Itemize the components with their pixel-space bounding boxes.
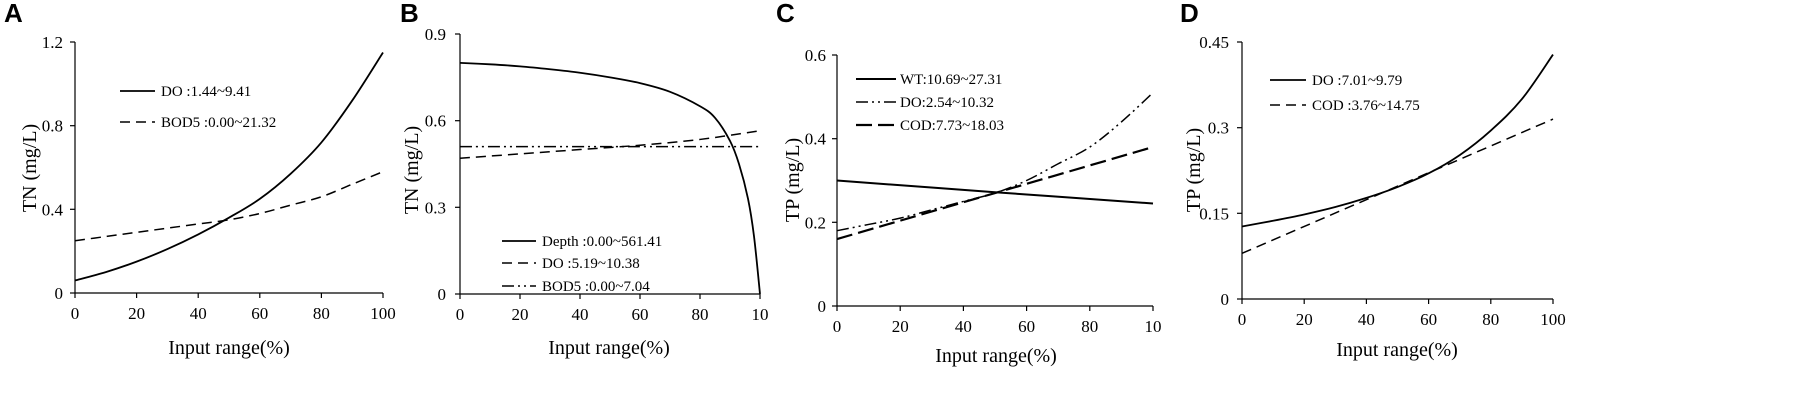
x-tick-labels-c: 0 20 40 60 80 10 (833, 317, 1162, 336)
y-axis-title-b: TN (mg/L) (401, 126, 423, 214)
series-line-cod (836, 145, 1154, 241)
y-tick-label: 0.6 (805, 46, 826, 65)
x-tick-label: 20 (512, 305, 529, 324)
series-line-cod (1241, 118, 1554, 254)
y-axis-title-a: TN (mg/L) (19, 124, 41, 212)
x-tick-label: 0 (71, 304, 80, 323)
y-tick-label: 0.3 (1208, 119, 1229, 138)
x-tick-label: 20 (128, 304, 145, 323)
y-tick-label: 0.4 (805, 130, 827, 149)
panel-letter-b: B (400, 0, 419, 28)
y-tick-label: 0.9 (425, 25, 446, 44)
y-tick-labels-b: 0 0.3 0.6 0.9 (425, 25, 446, 304)
x-axis-title-c: Input range(%) (935, 345, 1057, 367)
x-tick-label: 60 (632, 305, 649, 324)
legend-label-bod5: BOD5 :0.00~21.32 (161, 115, 276, 131)
x-tick-label: 0 (833, 317, 842, 336)
x-tick-marks-d (1241, 299, 1554, 304)
y-tick-labels-c: 0 0.2 0.4 0.6 (805, 46, 827, 316)
panel-d: D 0 20 40 60 80 100 0 0.15 0.3 (1180, 0, 1566, 361)
series-line-do (74, 51, 384, 282)
x-tick-label: 80 (1081, 317, 1098, 336)
legend-label-depth: Depth :0.00~561.41 (542, 234, 662, 250)
x-tick-label: 80 (313, 304, 330, 323)
panel-letter-d: D (1180, 0, 1199, 28)
y-tick-label: 0.6 (425, 112, 446, 131)
x-tick-marks-c (836, 306, 1154, 311)
legend-d: DO :7.01~9.79 COD :3.76~14.75 (1270, 73, 1420, 114)
series-line-do (459, 130, 761, 159)
legend-label-cod: COD :3.76~14.75 (1312, 98, 1420, 114)
x-tick-labels-b: 0 20 40 60 80 10 (456, 305, 769, 324)
y-tick-label: 0 (818, 297, 827, 316)
x-axis-title-d: Input range(%) (1336, 339, 1458, 361)
panel-letter-a: A (4, 0, 23, 28)
series-line-do (1241, 54, 1554, 228)
x-tick-label: 0 (1238, 310, 1247, 329)
x-tick-marks-a (74, 293, 384, 298)
x-tick-label: 10 (752, 305, 769, 324)
x-tick-label: 0 (456, 305, 465, 324)
x-tick-labels-d: 0 20 40 60 80 100 (1238, 310, 1566, 329)
panel-letter-c: C (776, 0, 795, 28)
y-tick-label: 0.2 (805, 213, 826, 232)
panel-b: B 0 20 40 60 80 10 0 0.3 0.6 (400, 0, 769, 359)
x-tick-label: 60 (1018, 317, 1035, 336)
y-tick-labels-d: 0 0.15 0.3 0.45 (1199, 33, 1229, 309)
x-axis-title-b: Input range(%) (548, 337, 670, 359)
series-line-depth (459, 61, 761, 295)
x-tick-label: 40 (955, 317, 972, 336)
legend-label-wt: WT:10.69~27.31 (900, 72, 1002, 88)
y-tick-marks-a (70, 41, 75, 294)
y-tick-label: 0 (55, 284, 64, 303)
x-tick-label: 20 (1296, 310, 1313, 329)
x-tick-label: 20 (892, 317, 909, 336)
x-tick-label: 60 (251, 304, 268, 323)
series-line-bod5 (74, 170, 384, 242)
legend-label-bod5: BOD5 :0.00~7.04 (542, 279, 650, 295)
y-tick-label: 0 (438, 285, 447, 304)
x-axis-title-a: Input range(%) (168, 337, 290, 359)
legend-label-do: DO :7.01~9.79 (1312, 73, 1402, 89)
x-tick-label: 80 (1482, 310, 1499, 329)
y-tick-labels-a: 0 0.4 0.8 1.2 (42, 33, 64, 303)
panel-c: C 0 20 40 60 80 10 0 0.2 0.4 (776, 0, 1162, 367)
legend-b: Depth :0.00~561.41 DO :5.19~10.38 BOD5 :… (502, 234, 662, 295)
legend-label-do: DO:2.54~10.32 (900, 95, 994, 111)
x-tick-label: 100 (1540, 310, 1566, 329)
x-tick-label: 100 (370, 304, 396, 323)
y-axis-title-d: TP (mg/L) (1183, 128, 1205, 212)
panel-a: A 0 20 40 60 80 100 0 0.4 0.8 (4, 0, 396, 359)
x-tick-labels-a: 0 20 40 60 80 100 (71, 304, 396, 323)
x-tick-marks-b (459, 294, 761, 299)
x-tick-label: 10 (1145, 317, 1162, 336)
legend-label-cod: COD:7.73~18.03 (900, 118, 1004, 134)
y-axis-title-c: TP (mg/L) (782, 138, 804, 222)
x-tick-label: 80 (692, 305, 709, 324)
x-tick-label: 40 (572, 305, 589, 324)
y-tick-marks-b (455, 33, 460, 295)
y-tick-label: 0 (1221, 290, 1230, 309)
y-tick-label: 0.4 (42, 200, 64, 219)
y-tick-label: 0.3 (425, 198, 446, 217)
y-tick-marks-d (1237, 41, 1242, 300)
legend-label-do: DO :5.19~10.38 (542, 256, 640, 272)
y-tick-label: 0.8 (42, 117, 63, 136)
x-tick-label: 60 (1420, 310, 1437, 329)
legend-label-do: DO :1.44~9.41 (161, 84, 251, 100)
legend-c: WT:10.69~27.31 DO:2.54~10.32 COD:7.73~18… (856, 72, 1004, 134)
y-tick-label: 0.15 (1199, 204, 1229, 223)
x-tick-label: 40 (190, 304, 207, 323)
y-tick-label: 1.2 (42, 33, 63, 52)
legend-a: DO :1.44~9.41 BOD5 :0.00~21.32 (120, 84, 276, 131)
y-tick-marks-c (832, 54, 837, 307)
x-tick-label: 40 (1358, 310, 1375, 329)
y-tick-label: 0.45 (1199, 33, 1229, 52)
